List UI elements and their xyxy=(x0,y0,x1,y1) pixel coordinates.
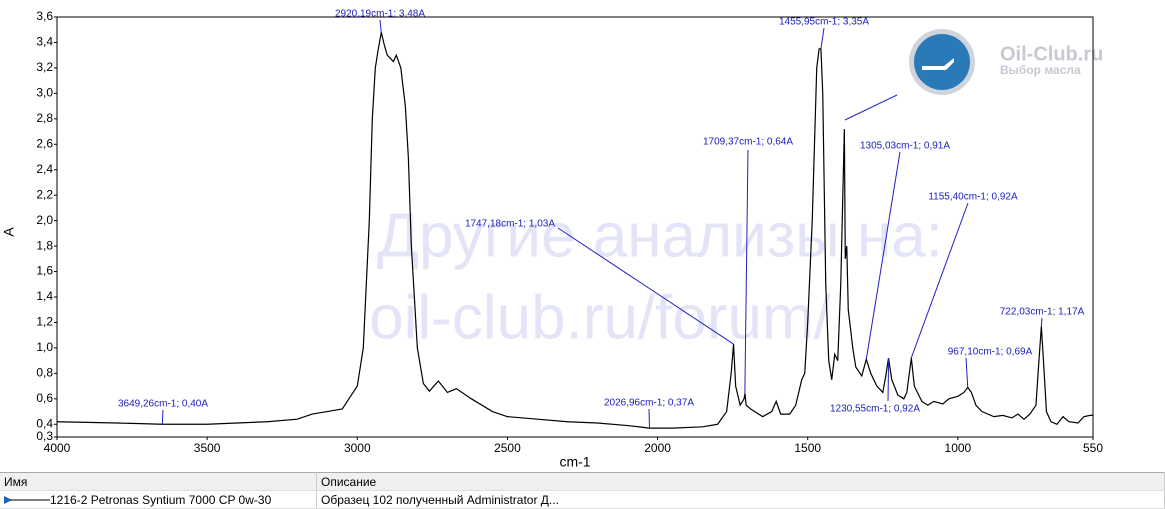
annotation-leader xyxy=(1040,317,1043,327)
annotation-leader xyxy=(887,358,890,402)
y-tick-label: 0,8 xyxy=(36,366,53,380)
leader-line xyxy=(844,94,898,121)
y-tick-label: 1,8 xyxy=(36,238,53,252)
x-tick-label: 1000 xyxy=(945,441,972,455)
name-cell[interactable]: 1216-2 Petronas Syntium 7000 CP 0w-30 xyxy=(0,490,317,509)
logo-name: Oil-Club.ru xyxy=(1000,43,1103,65)
annotation-leader xyxy=(379,19,382,33)
annotation-leader xyxy=(820,27,825,49)
legend-swatch xyxy=(4,496,50,505)
page: Другие анализы на: oil-club.ru/forum/ Oi… xyxy=(0,9,1165,509)
logo: Oil-Club.ru Выбор масла xyxy=(909,29,1103,95)
y-tick-label: 1,4 xyxy=(36,289,53,303)
header-cell: Описание xyxy=(316,472,1165,491)
annotation-leader xyxy=(744,149,749,394)
plot-frame xyxy=(56,16,1094,438)
x-tick-label: 2000 xyxy=(644,441,671,455)
annotation: 1305,03cm-1; 0,91A xyxy=(860,141,950,152)
annotation: 967,10cm-1; 0,69A xyxy=(948,347,1033,358)
y-tick-label: 2,0 xyxy=(36,213,53,227)
y-tick-label: 0,3 xyxy=(36,429,53,443)
annotation: 1230,55cm-1; 0,92A xyxy=(830,404,920,415)
y-axis-label: A xyxy=(1,227,17,237)
annotation-leader xyxy=(161,409,164,425)
x-axis-label: cm-1 xyxy=(559,454,590,470)
y-tick-label: 3,2 xyxy=(36,60,53,74)
y-tick-label: 2,8 xyxy=(36,111,53,125)
annotation: 2920,19cm-1; 3,48A xyxy=(335,9,425,20)
chart: Другие анализы на: oil-club.ru/forum/ Oi… xyxy=(1,9,1104,470)
annotation-leader xyxy=(865,151,901,360)
y-tick-label: 0,6 xyxy=(36,391,53,405)
logo-tagline: Выбор масла xyxy=(1000,63,1081,77)
annotation: 2026,96cm-1; 0,37A xyxy=(604,398,694,409)
spectrum-line xyxy=(56,32,1093,429)
y-tick-label: 3,0 xyxy=(36,86,53,100)
x-tick-label: 1500 xyxy=(794,441,821,455)
annotation: 1155,40cm-1; 0,92A xyxy=(928,192,1018,203)
header-cell: Имя xyxy=(0,472,317,491)
y-tick-label: 3,4 xyxy=(36,35,53,49)
series-name: 1216-2 Petronas Syntium 7000 CP 0w-30 xyxy=(50,492,272,507)
annotation-leader xyxy=(965,357,969,388)
annotation-leader xyxy=(557,227,734,345)
annotation-leader xyxy=(910,202,969,359)
annotation: 3649,26cm-1; 0,40A xyxy=(118,399,208,410)
annotation: 722,03cm-1; 1,17A xyxy=(1000,307,1085,318)
y-tick-label: 1,0 xyxy=(36,340,53,354)
watermark: oil-club.ru/forum/ xyxy=(369,283,831,352)
y-tick-label: 2,6 xyxy=(36,136,53,150)
x-tick-label: 3500 xyxy=(194,441,221,455)
annotation: 1747,18cm-1; 1,03A xyxy=(465,219,555,230)
x-tick-label: 2500 xyxy=(494,441,521,455)
description-cell[interactable]: Образец 102 полученный Administrator Д..… xyxy=(316,490,1165,509)
y-tick-label: 2,2 xyxy=(36,187,53,201)
y-tick-label: 1,6 xyxy=(36,264,53,278)
x-tick-label: 3000 xyxy=(344,441,371,455)
x-tick-label: 4000 xyxy=(44,441,71,455)
y-tick-label: 2,4 xyxy=(36,162,53,176)
y-tick-label: 3,6 xyxy=(36,9,53,23)
y-tick-label: 0,4 xyxy=(36,416,53,430)
x-tick-label: 550 xyxy=(1083,441,1103,455)
watermark: Другие анализы на: xyxy=(377,201,943,270)
annotation: 1709,37cm-1; 0,64A xyxy=(703,137,793,148)
legend-table: Имя Описание 1216-2 Petronas Syntium 700… xyxy=(0,472,1165,509)
y-tick-label: 1,2 xyxy=(36,315,53,329)
annotation: 1455,95cm-1; 3,35A xyxy=(779,17,869,28)
